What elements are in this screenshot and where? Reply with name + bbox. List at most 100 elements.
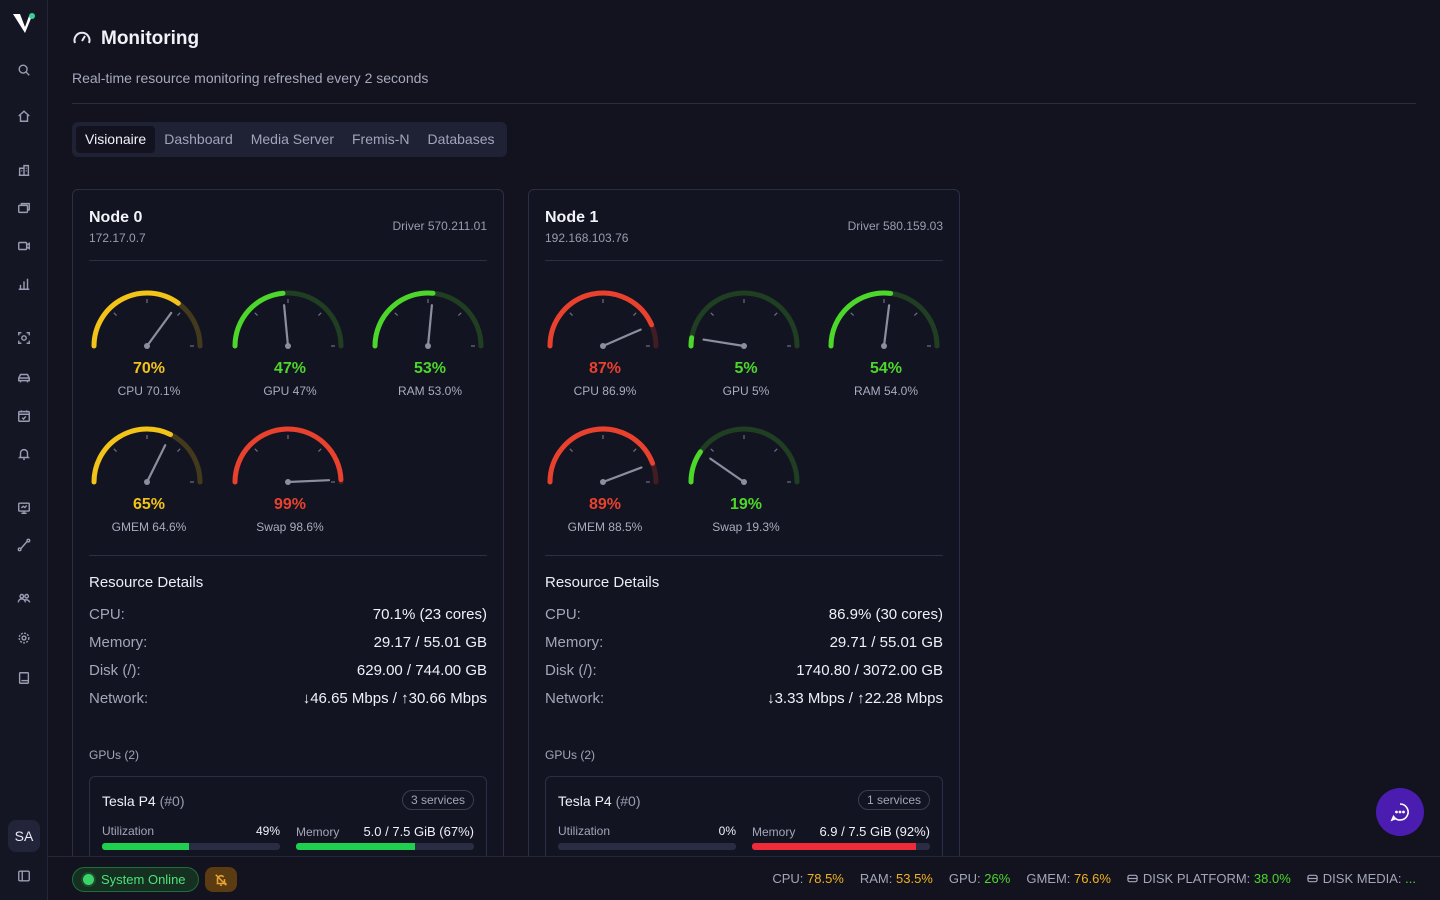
gauge-value: 99% — [273, 496, 307, 513]
gpu-model: Tesla P4 — [558, 793, 612, 809]
footer-stat: GMEM: 76.6% — [1026, 871, 1111, 886]
avatar[interactable]: SA — [8, 820, 40, 852]
footer-stat-value: 38.0% — [1253, 871, 1291, 886]
resource-value: 70.1% (23 cores) — [372, 606, 487, 623]
resource-value: ↓46.65 Mbps / ↑30.66 Mbps — [302, 690, 487, 707]
gauge-value: 53% — [413, 360, 447, 377]
gauge-value: 70% — [132, 360, 166, 377]
node-card: Node 1 192.168.103.76 Driver 580.159.03 87… — [528, 189, 960, 896]
gauge-dial — [688, 426, 800, 485]
tab-media-server[interactable]: Media Server — [250, 131, 334, 147]
gpu-util-value: 0% — [718, 824, 736, 838]
gauge-label: RAM 53.0% — [397, 384, 463, 398]
gpu-services-badge[interactable]: 3 services — [401, 790, 474, 810]
scan-icon[interactable] — [16, 330, 32, 346]
resource-label: Network: — [89, 690, 149, 707]
resource-value: 1740.80 / 3072.00 GB — [796, 662, 943, 679]
gpu-util-bar-fill — [102, 843, 190, 850]
gauge: 65% GMEM 64.6% — [89, 422, 209, 540]
gpu-index: (#0) — [159, 793, 185, 809]
users-icon[interactable] — [16, 590, 32, 606]
resource-value: 86.9% (30 cores) — [828, 606, 943, 623]
node-card: Node 0 172.17.0.7 Driver 570.211.01 70% CP… — [72, 189, 504, 896]
tab-databases[interactable]: Databases — [427, 131, 495, 147]
gauge: 53% RAM 53.0% — [370, 286, 490, 404]
presentation-icon[interactable] — [16, 500, 32, 516]
settings-icon[interactable] — [16, 630, 32, 646]
resource-label: CPU: — [89, 606, 125, 623]
resource-details-title: Resource Details — [545, 574, 660, 591]
gpu-util-label: Utilization — [102, 824, 155, 838]
tab-fremis-n[interactable]: Fremis-N — [352, 131, 410, 147]
node-name: Node 1 — [545, 209, 599, 226]
gpu-util-bar — [558, 843, 736, 850]
resource-row: Memory: 29.17 / 55.01 GB — [89, 634, 487, 654]
route-icon[interactable] — [16, 537, 32, 553]
gauge-value: 65% — [132, 496, 166, 513]
gauge-dial — [547, 290, 659, 349]
footer-stat-label: CPU: — [772, 871, 804, 886]
resource-value: 29.17 / 55.01 GB — [373, 634, 487, 651]
chart-icon[interactable] — [16, 276, 32, 292]
gpu-services-badge[interactable]: 1 services — [857, 790, 930, 810]
chat-icon — [1390, 803, 1409, 822]
gpu-model: Tesla P4 — [102, 793, 156, 809]
layers-icon[interactable] — [16, 200, 32, 216]
gpu-mem-bar — [296, 843, 474, 850]
resource-label: Memory: — [89, 634, 148, 651]
footer-stat: RAM: 53.5% — [860, 871, 933, 886]
resource-value: 29.71 / 55.01 GB — [829, 634, 943, 651]
car-icon[interactable] — [16, 370, 32, 386]
gpu-mem-label: Memory — [296, 825, 340, 839]
gpu-name: Tesla P4 (#0) — [558, 793, 641, 809]
gauge: 70% CPU 70.1% — [89, 286, 209, 404]
gpu-mem-label: Memory — [752, 825, 796, 839]
node-ip: 192.168.103.76 — [545, 231, 629, 245]
gauge-value: 5% — [734, 360, 758, 377]
footer-stat-value: 53.5% — [896, 871, 933, 886]
mute-notifications-button[interactable] — [205, 867, 237, 892]
card-divider — [89, 555, 487, 556]
gauge: 99% Swap 98.6% — [230, 422, 350, 540]
gpu-util-label: Utilization — [558, 824, 611, 838]
gpu-mem-bar — [752, 843, 930, 850]
gauge: 87% CPU 86.9% — [545, 286, 665, 404]
resource-row: CPU: 86.9% (30 cores) — [545, 606, 943, 626]
tab-visionaire[interactable]: Visionaire — [76, 126, 156, 153]
resource-label: Disk (/): — [545, 662, 597, 679]
gauge-label: GMEM 64.6% — [111, 520, 187, 534]
page-title: Monitoring — [101, 28, 200, 49]
building-icon[interactable] — [16, 162, 32, 178]
home-icon[interactable] — [16, 108, 32, 124]
disk-icon — [1127, 874, 1138, 883]
status-bar: System Online CPU: 78.5% RAM: 53.5% GPU: 2… — [48, 856, 1440, 900]
gauge-label: GPU 5% — [722, 384, 770, 398]
footer-stat-value: 26% — [984, 871, 1011, 886]
footer-stat-value: 76.6% — [1074, 871, 1111, 886]
gpu-name: Tesla P4 (#0) — [102, 793, 185, 809]
sidebar: SA — [0, 0, 48, 900]
card-divider — [89, 260, 487, 261]
footer-stats: CPU: 78.5% RAM: 53.5% GPU: 26% GMEM: 76.6% D… — [772, 871, 1416, 886]
chat-button[interactable] — [1376, 788, 1424, 836]
app-logo[interactable] — [11, 10, 39, 36]
resource-details-title: Resource Details — [89, 574, 204, 591]
book-icon[interactable] — [16, 670, 32, 686]
resource-label: Network: — [545, 690, 605, 707]
node-driver: Driver 570.211.01 — [392, 219, 488, 233]
footer-stat-label: GPU: — [948, 871, 981, 886]
gpu-mem-bar-fill — [752, 843, 916, 850]
tab-dashboard[interactable]: Dashboard — [164, 131, 233, 147]
panel-toggle-icon[interactable] — [16, 868, 32, 884]
bell-icon[interactable] — [16, 446, 32, 462]
gauge-label: RAM 54.0% — [853, 384, 919, 398]
footer-stat-label: GMEM: — [1026, 871, 1071, 886]
search-icon[interactable] — [16, 62, 32, 78]
gpu-mem-bar-fill — [296, 843, 416, 850]
resource-value: ↓3.33 Mbps / ↑22.28 Mbps — [767, 690, 943, 707]
video-icon[interactable] — [16, 238, 32, 254]
gauge-dial — [91, 426, 203, 485]
gauge-dial — [232, 290, 344, 349]
resource-label: CPU: — [545, 606, 581, 623]
calendar-icon[interactable] — [16, 408, 32, 424]
